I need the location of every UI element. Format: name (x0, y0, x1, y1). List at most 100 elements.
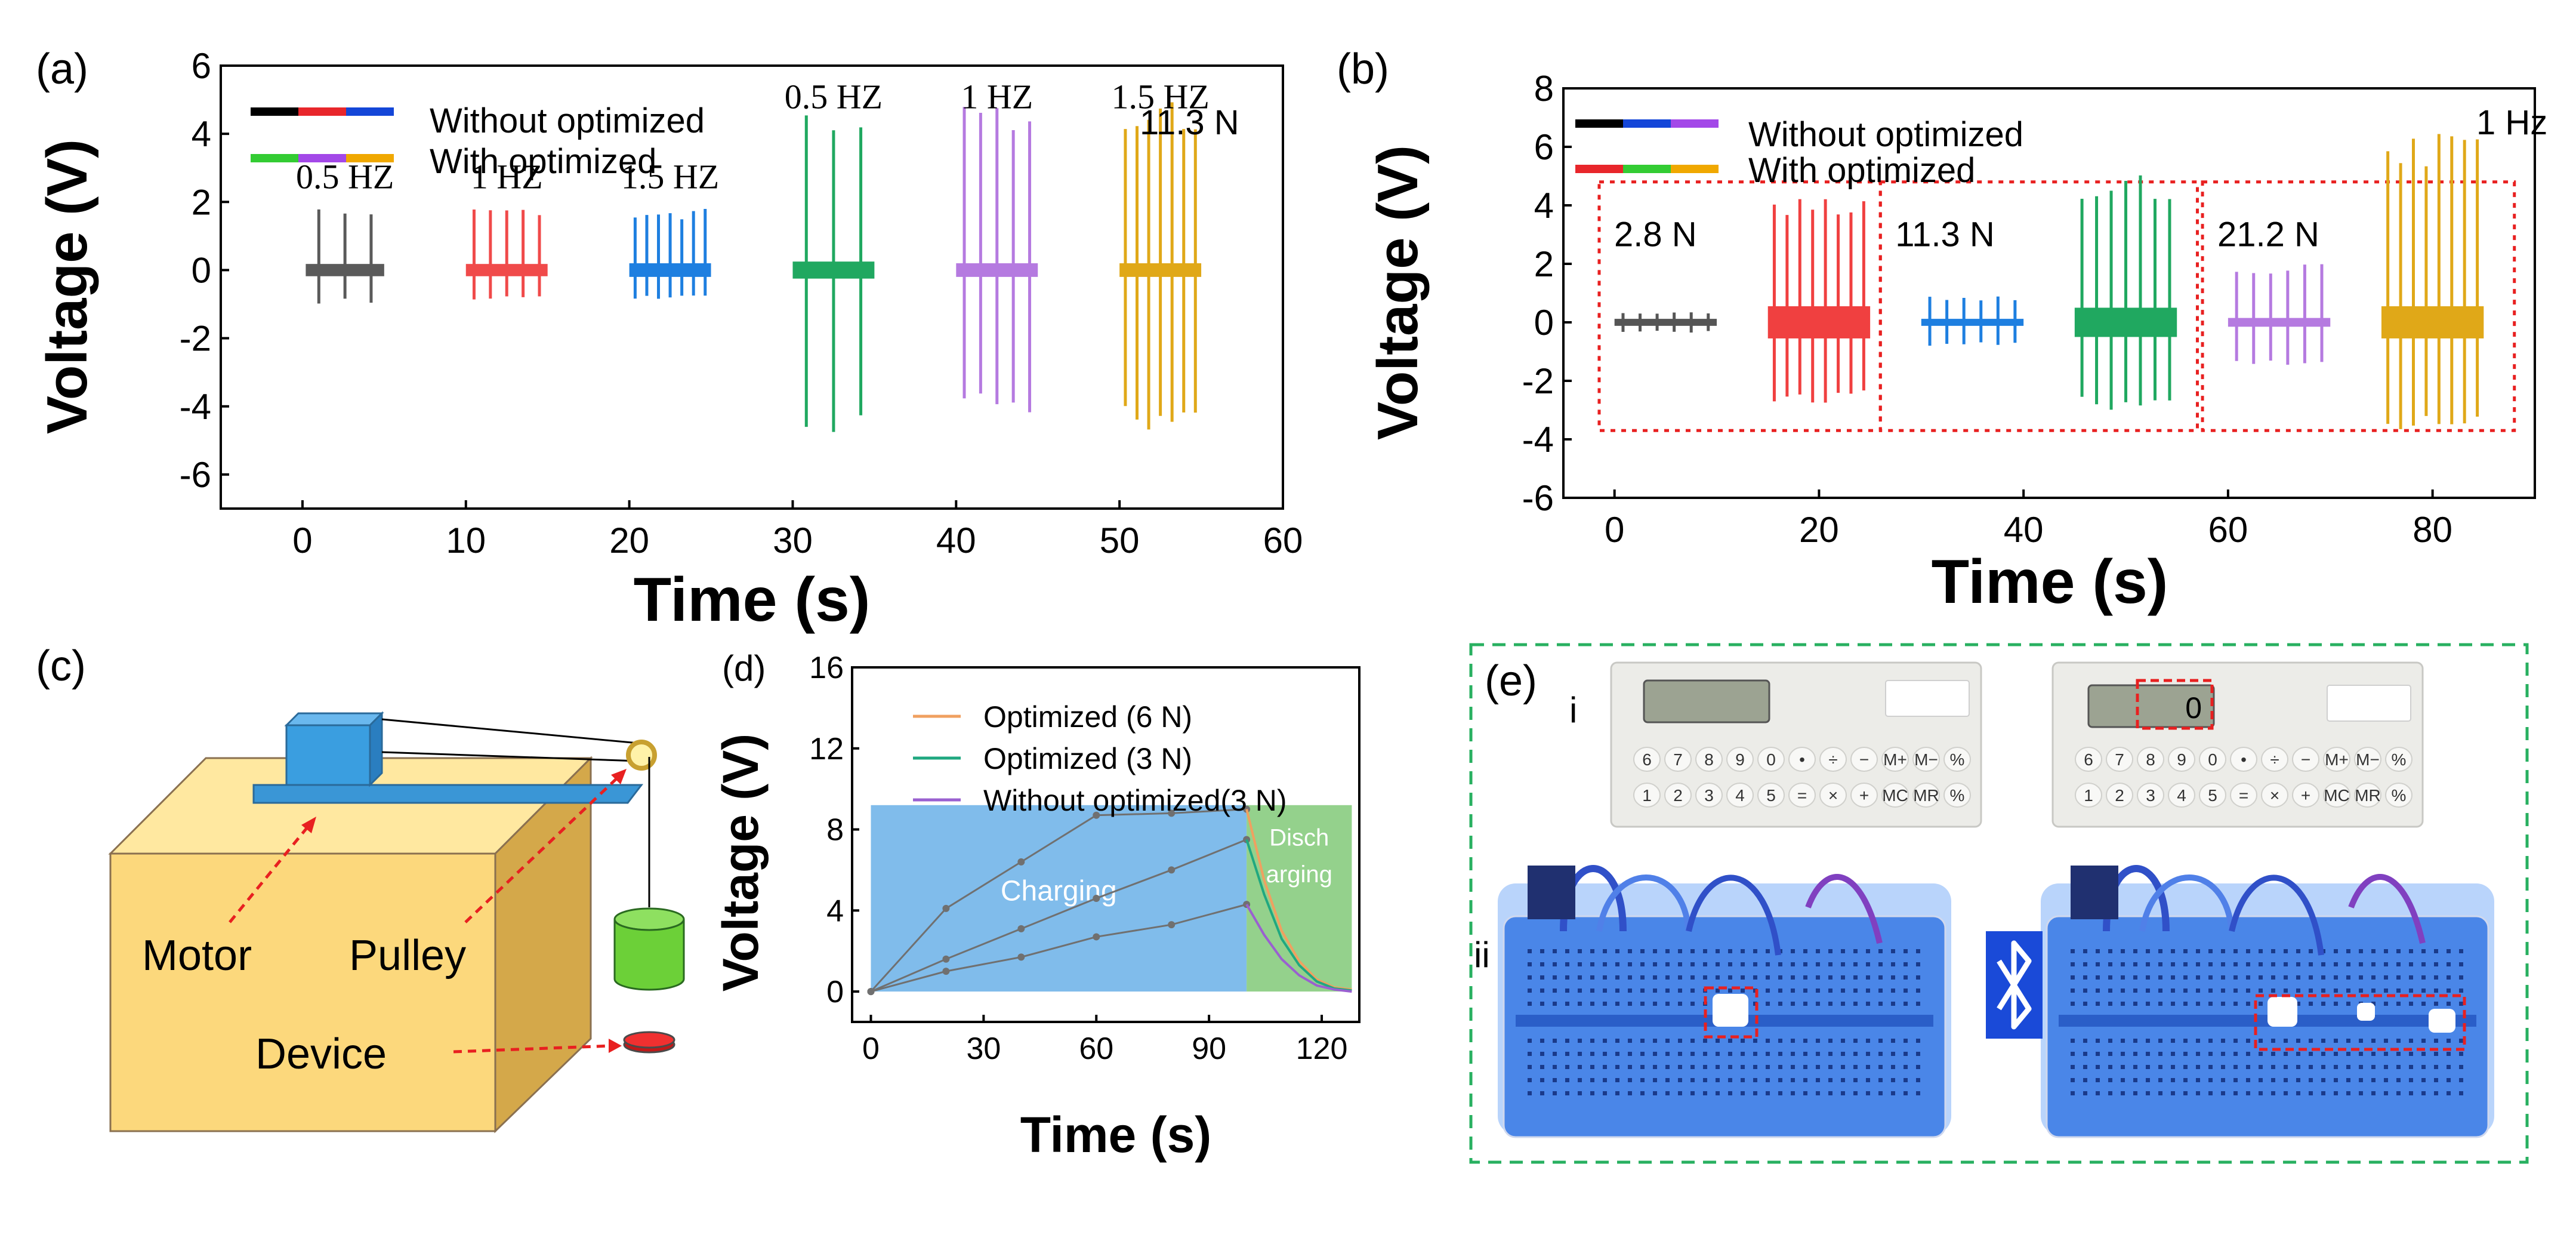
breadboard-hole (1628, 1078, 1632, 1082)
breadboard-hole (2384, 949, 2388, 953)
pulley-arrow (464, 774, 622, 923)
force-group-label: 2.8 N (1614, 215, 1697, 254)
breadboard-hole (2371, 1052, 2376, 1056)
breadboard-hole (1665, 949, 1670, 953)
breadboard-hole (1891, 1052, 1895, 1056)
calculator-key (2199, 783, 2226, 808)
breadboard-hole (2183, 1039, 2188, 1043)
breadboard-left-wire-2 (1596, 874, 1692, 932)
breadboard-hole (1828, 1052, 1832, 1056)
calculator-key-label: + (1859, 786, 1869, 805)
breadboard-hole (1891, 1039, 1895, 1043)
breadboard-hole (1528, 962, 1532, 966)
breadboard-hole (1678, 962, 1682, 966)
data-point (1093, 811, 1100, 819)
calculator-key (1881, 783, 1909, 808)
breadboard-hole (2246, 975, 2250, 980)
breadboard-hole (2396, 975, 2401, 980)
panel-d-y-axis-title: Voltage (V) (712, 734, 769, 991)
breadboard-hole (2396, 1039, 2401, 1043)
breadboard-hole (1716, 1052, 1720, 1056)
breadboard-hole (1565, 1002, 1569, 1006)
breadboard-hole (1904, 1039, 1908, 1043)
breadboard-hole (2183, 989, 2188, 993)
breadboard-hole (2083, 949, 2087, 953)
breadboard-hole (2321, 1065, 2325, 1069)
device-arrow (453, 1044, 612, 1054)
x-tick-label: 60 (1263, 521, 1303, 561)
breadboard-hole (2071, 1078, 2075, 1082)
breadboard-hole (1916, 989, 1920, 993)
breadboard-hole (1565, 989, 1569, 993)
data-point (1168, 921, 1176, 929)
breadboard-hole (2246, 1039, 2250, 1043)
breadboard-hole (2083, 1091, 2087, 1095)
breadboard-hole (1553, 1091, 1557, 1095)
weight-body (613, 919, 685, 991)
breadboard-hole (2259, 1052, 2263, 1056)
breadboard-hole (1791, 962, 1795, 966)
breadboard-hole (2133, 949, 2137, 953)
breadboard-hole (2083, 975, 2087, 980)
calculator-key-label: − (1859, 750, 1869, 769)
breadboard-hole (2346, 1052, 2350, 1056)
breadboard-hole (1741, 949, 1745, 953)
breadboard-hole (2146, 1052, 2150, 1056)
breadboard-hole (2158, 949, 2162, 953)
breadboard-hole (1603, 1002, 1607, 1006)
breadboard-hole (2108, 949, 2112, 953)
calculator-key-label: % (2392, 786, 2407, 805)
breadboard-hole (2284, 975, 2288, 980)
breadboard-hole (1703, 1091, 1707, 1095)
breadboard-hole (2371, 962, 2376, 966)
breadboard-hole (2208, 1002, 2213, 1006)
breadboard-hole (2309, 962, 2313, 966)
breadboard-hole (1565, 975, 1569, 980)
y-tick-label: 0 (192, 250, 211, 290)
breadboard-hole (2071, 1091, 2075, 1095)
calculator-key (1819, 747, 1847, 772)
breadboard-hole (2158, 1065, 2162, 1069)
panel-d-x-ticks: 0 30 60 90 120 (862, 1015, 1347, 1066)
breadboard-hole (1891, 949, 1895, 953)
breadboard-hole (2296, 1078, 2300, 1082)
breadboard-hole (2146, 1065, 2150, 1069)
y-tick-label: -2 (1522, 361, 1554, 401)
breadboard-hole (2346, 1039, 2350, 1043)
breadboard-hole (1841, 1078, 1845, 1082)
breadboard-hole (1904, 1052, 1908, 1056)
breadboard-hole (2158, 989, 2162, 993)
breadboard-hole (1690, 1091, 1695, 1095)
breadboard-hole (2384, 1039, 2388, 1043)
breadboard-hole (2434, 1002, 2438, 1006)
y-tick-label: 2 (192, 182, 211, 222)
breadboard-hole (2284, 989, 2288, 993)
breadboard-hole (2447, 1039, 2451, 1043)
breadboard-hole (1778, 962, 1782, 966)
breadboard-hole (1916, 1039, 1920, 1043)
breadboard-hole (1665, 1091, 1670, 1095)
charging-line (870, 839, 1247, 993)
breadboard-hole (2371, 1065, 2376, 1069)
breadboard-hole (1628, 975, 1632, 980)
breadboard-hole (2271, 989, 2275, 993)
breadboard-hole (2183, 1078, 2188, 1082)
noise-band (2381, 306, 2484, 338)
breadboard-hole (2133, 1052, 2137, 1056)
breadboard-hole (1791, 975, 1795, 980)
breadboard-hole (2447, 1091, 2451, 1095)
calculator-off-display (1643, 679, 1770, 723)
legend-swatch (1671, 119, 1719, 128)
calculator-key (2261, 747, 2288, 772)
breadboard-hole (2459, 975, 2463, 980)
breadboard-hole (1653, 949, 1657, 953)
calculator-key (2385, 747, 2413, 772)
device-label: Device (255, 1030, 387, 1078)
breadboard-hole (1866, 1039, 1870, 1043)
panel-a-x-ticks: 0 10 20 30 40 50 60 (292, 500, 1303, 561)
calculator-key (2137, 747, 2164, 772)
breadboard-hole (2146, 1078, 2150, 1082)
breadboard-hole (2396, 1052, 2401, 1056)
breadboard-hole (1841, 989, 1845, 993)
breadboard-hole (1766, 1039, 1770, 1043)
